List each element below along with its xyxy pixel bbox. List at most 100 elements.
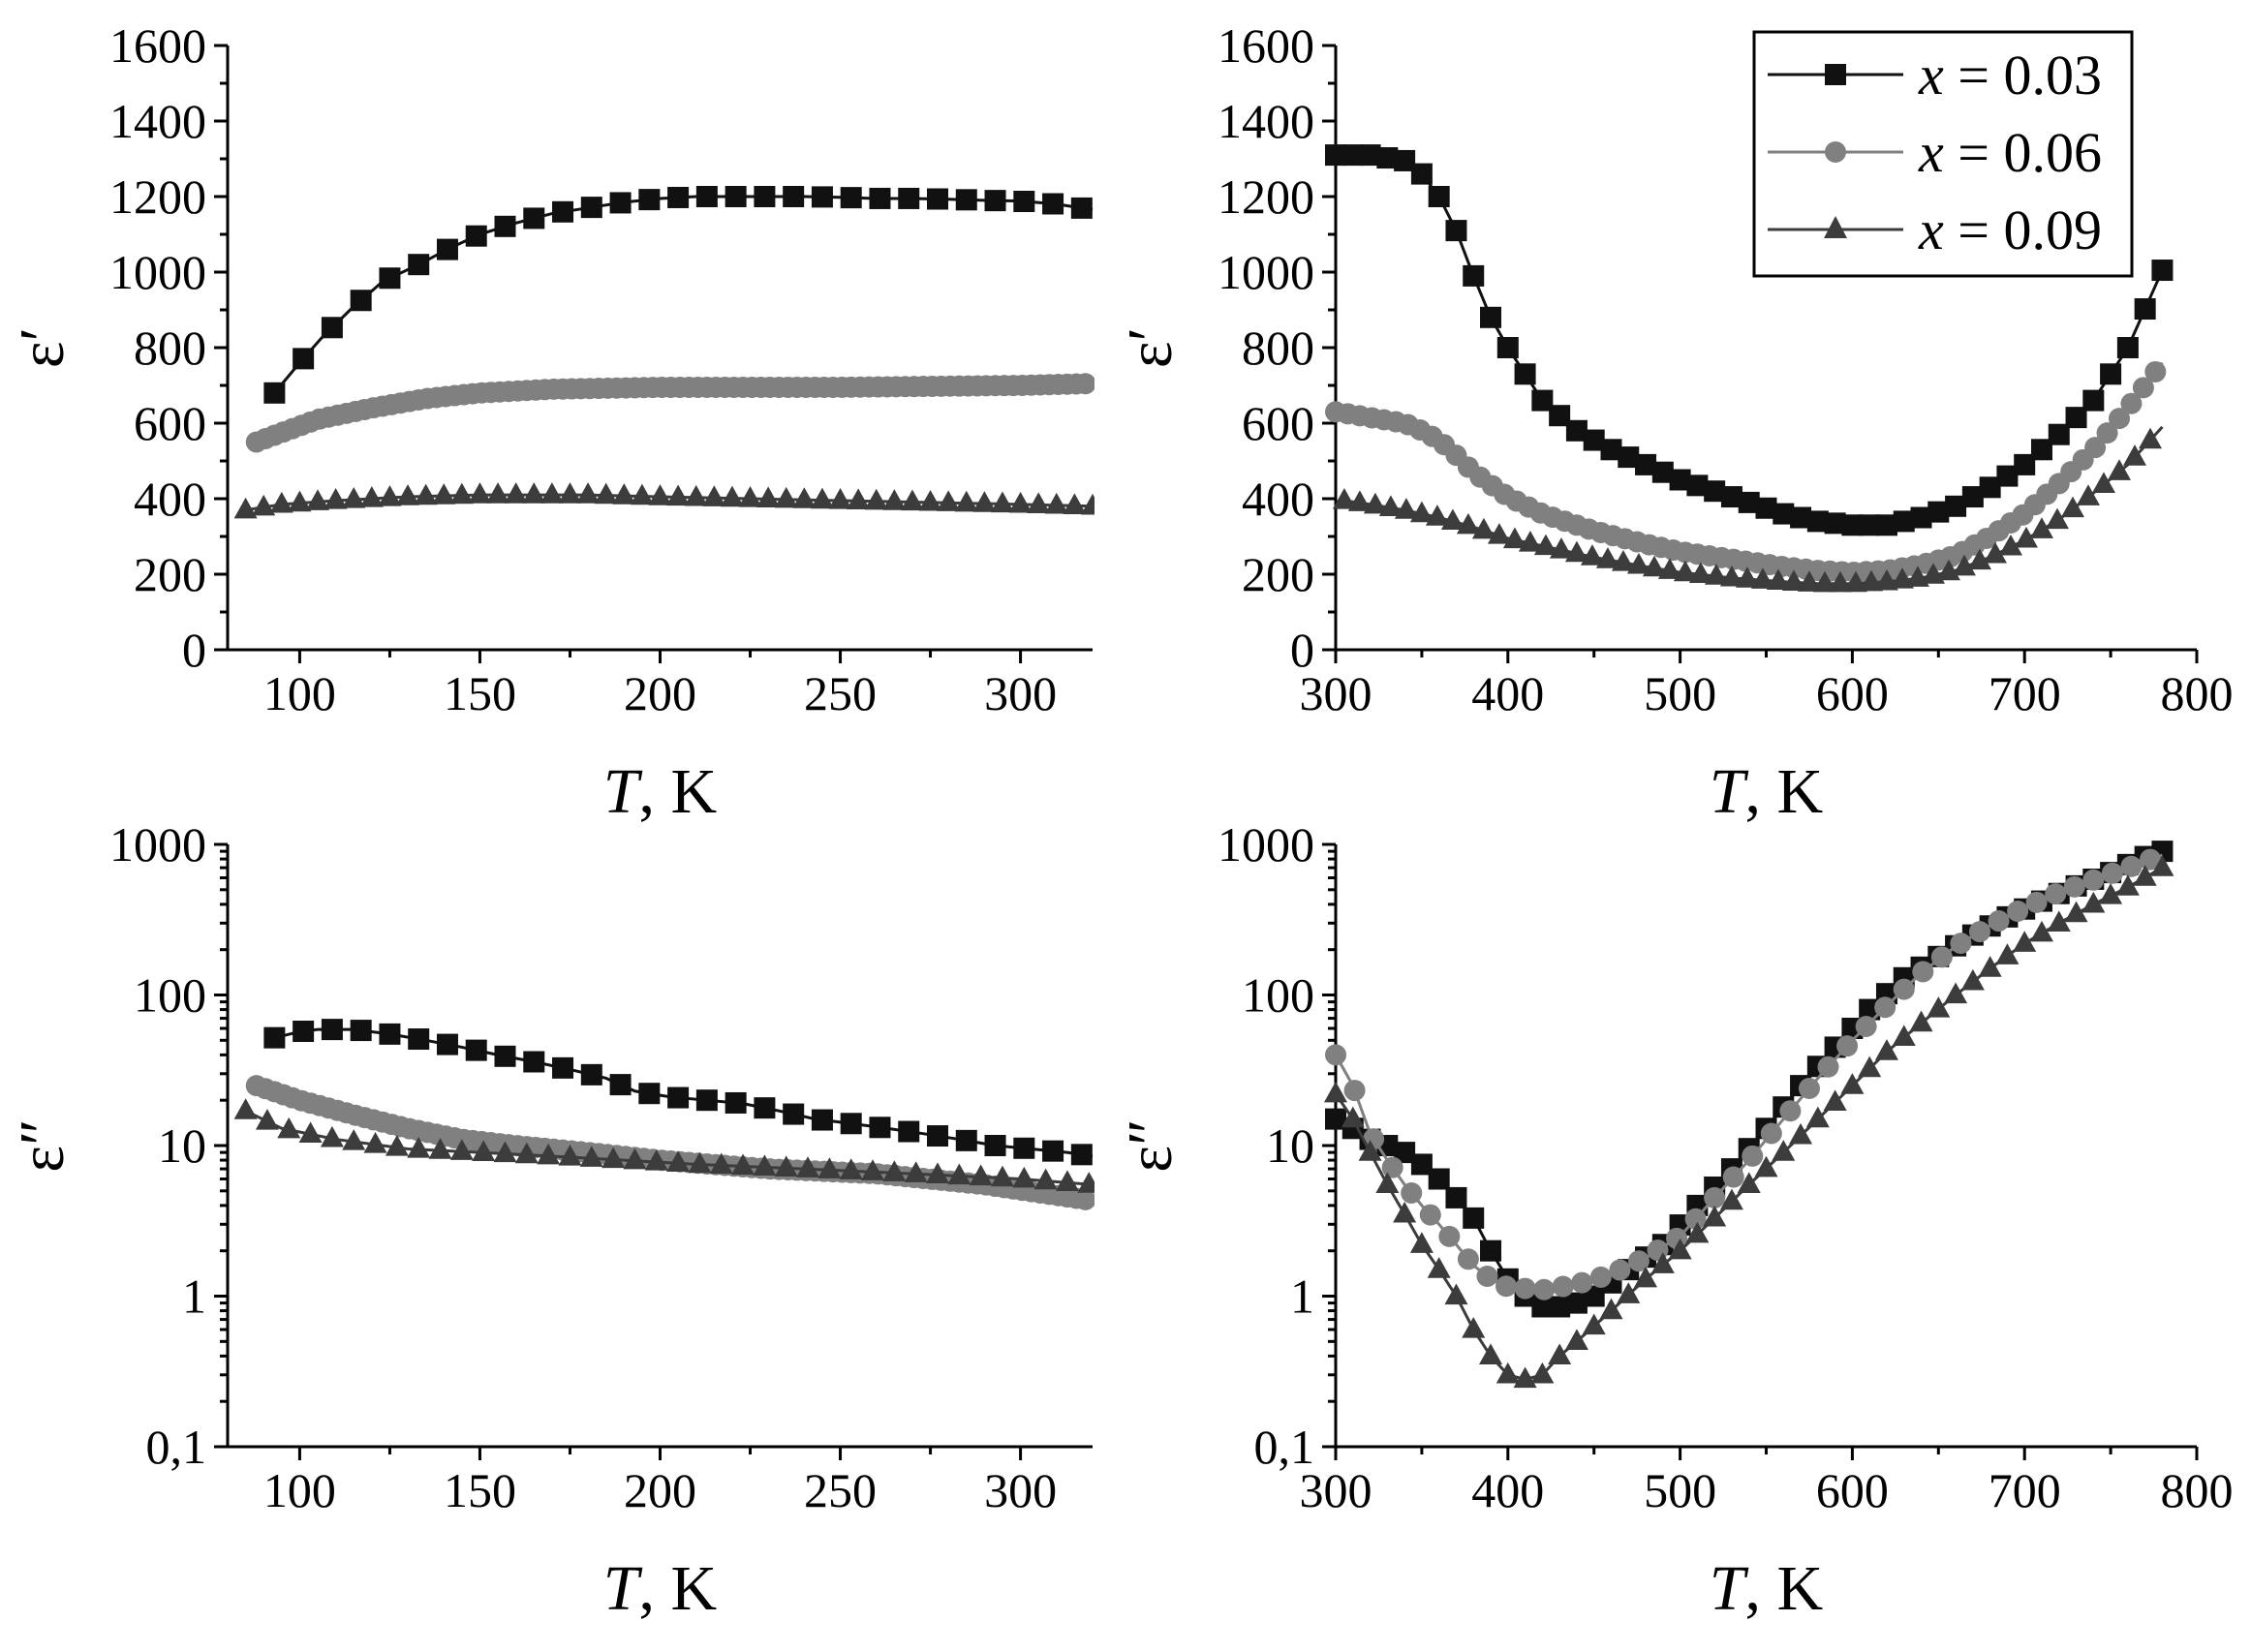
data-point — [408, 254, 430, 276]
data-point — [1487, 523, 1511, 544]
data-point — [2076, 484, 2100, 505]
data-point — [1496, 1275, 1518, 1298]
y-axis-title: ε′ — [7, 327, 77, 368]
data-point — [449, 482, 474, 505]
data-point — [408, 1028, 430, 1051]
data-point — [1735, 566, 1759, 588]
data-point — [1401, 1181, 1423, 1204]
data-point — [720, 485, 744, 507]
y-tick-label: 0,1 — [146, 1420, 207, 1474]
x-axis-title-variable: T — [1710, 756, 1749, 827]
y-tick-label: 100 — [1242, 968, 1314, 1023]
data-point — [1618, 446, 1640, 469]
legend-label-value: = 0.06 — [1944, 121, 2102, 184]
data-point — [293, 348, 315, 370]
data-point — [1704, 564, 1728, 585]
x-tick-label: 100 — [263, 666, 336, 720]
data-point — [955, 189, 977, 211]
data-point — [359, 486, 384, 507]
data-point — [725, 186, 747, 207]
data-point — [1704, 1186, 1726, 1208]
x-axis-title: T, K — [1710, 1553, 1823, 1624]
data-point — [1858, 1055, 1882, 1078]
data-point — [1930, 946, 1953, 968]
data-point — [1514, 1277, 1536, 1300]
data-point — [1599, 1298, 1623, 1320]
x-axis-title: T, K — [603, 756, 717, 827]
y-tick-label: 1200 — [109, 169, 206, 224]
data-point — [1874, 996, 1896, 1019]
data-point — [882, 1160, 907, 1181]
data-point — [1533, 1278, 1556, 1300]
data-point — [954, 490, 978, 512]
data-point — [252, 494, 276, 516]
data-point — [1012, 1166, 1036, 1188]
data-point — [609, 1074, 632, 1096]
data-point — [2120, 855, 2143, 877]
legend-box — [1752, 30, 2134, 278]
data-point — [638, 189, 661, 211]
data-point — [1742, 1145, 1764, 1167]
data-point — [465, 225, 487, 247]
data-point — [972, 491, 997, 512]
data-point — [695, 186, 718, 207]
data-point — [1480, 1239, 1502, 1262]
data-point — [810, 487, 834, 509]
data-point — [1611, 550, 1635, 571]
data-point — [1479, 1343, 1503, 1365]
data-point — [702, 485, 726, 506]
data-point — [379, 267, 401, 290]
y-tick-label: 100 — [134, 968, 206, 1023]
data-point — [1070, 197, 1093, 219]
data-point — [1549, 1296, 1571, 1318]
data-point — [1750, 567, 1774, 589]
data-point — [1841, 514, 1864, 536]
data-point — [1496, 1361, 1520, 1384]
data-point — [1419, 1204, 1441, 1226]
data-point — [1720, 486, 1742, 508]
plot-area — [1324, 841, 2174, 1389]
data-point — [955, 1129, 977, 1151]
data-point — [1684, 1208, 1707, 1230]
data-point — [2060, 496, 2084, 518]
data-point — [1781, 569, 1805, 592]
data-point — [1409, 1232, 1434, 1253]
data-point — [1428, 186, 1450, 207]
data-point — [1531, 1296, 1554, 1318]
data-point — [1806, 510, 1829, 533]
data-point — [1595, 547, 1619, 568]
data-point — [552, 1056, 574, 1079]
data-point — [2045, 883, 2067, 905]
data-point — [783, 1103, 805, 1125]
data-point — [1548, 1343, 1572, 1365]
data-point — [918, 489, 942, 511]
data-point — [1772, 1140, 1796, 1161]
data-point — [494, 215, 516, 237]
data-point — [1410, 163, 1433, 185]
data-point — [1893, 510, 1915, 533]
data-point — [1044, 492, 1068, 514]
data-point — [811, 1109, 833, 1131]
data-point — [828, 487, 852, 509]
data-point — [1552, 1275, 1574, 1298]
data-point — [1359, 144, 1381, 167]
data-point — [363, 1132, 387, 1153]
data-point — [1074, 373, 1095, 395]
data-point — [1381, 1156, 1403, 1178]
x-axis-title: T, K — [603, 1553, 717, 1624]
legend-entry: x = 0.06 — [1768, 121, 2102, 184]
data-point — [1797, 570, 1821, 592]
data-point — [1960, 968, 1985, 991]
data-point — [379, 1023, 401, 1045]
data-point — [667, 186, 690, 208]
x-tick-label: 300 — [1300, 666, 1372, 720]
y-tick-label: 1600 — [1218, 18, 1314, 73]
data-point — [537, 1143, 561, 1165]
data-point — [580, 197, 602, 219]
data-point — [898, 187, 920, 209]
data-point — [882, 489, 907, 510]
data-point — [436, 238, 458, 260]
y-tick-label: 0 — [182, 623, 206, 677]
legend-label-variable: x — [1918, 199, 1944, 261]
data-point — [947, 1163, 971, 1185]
